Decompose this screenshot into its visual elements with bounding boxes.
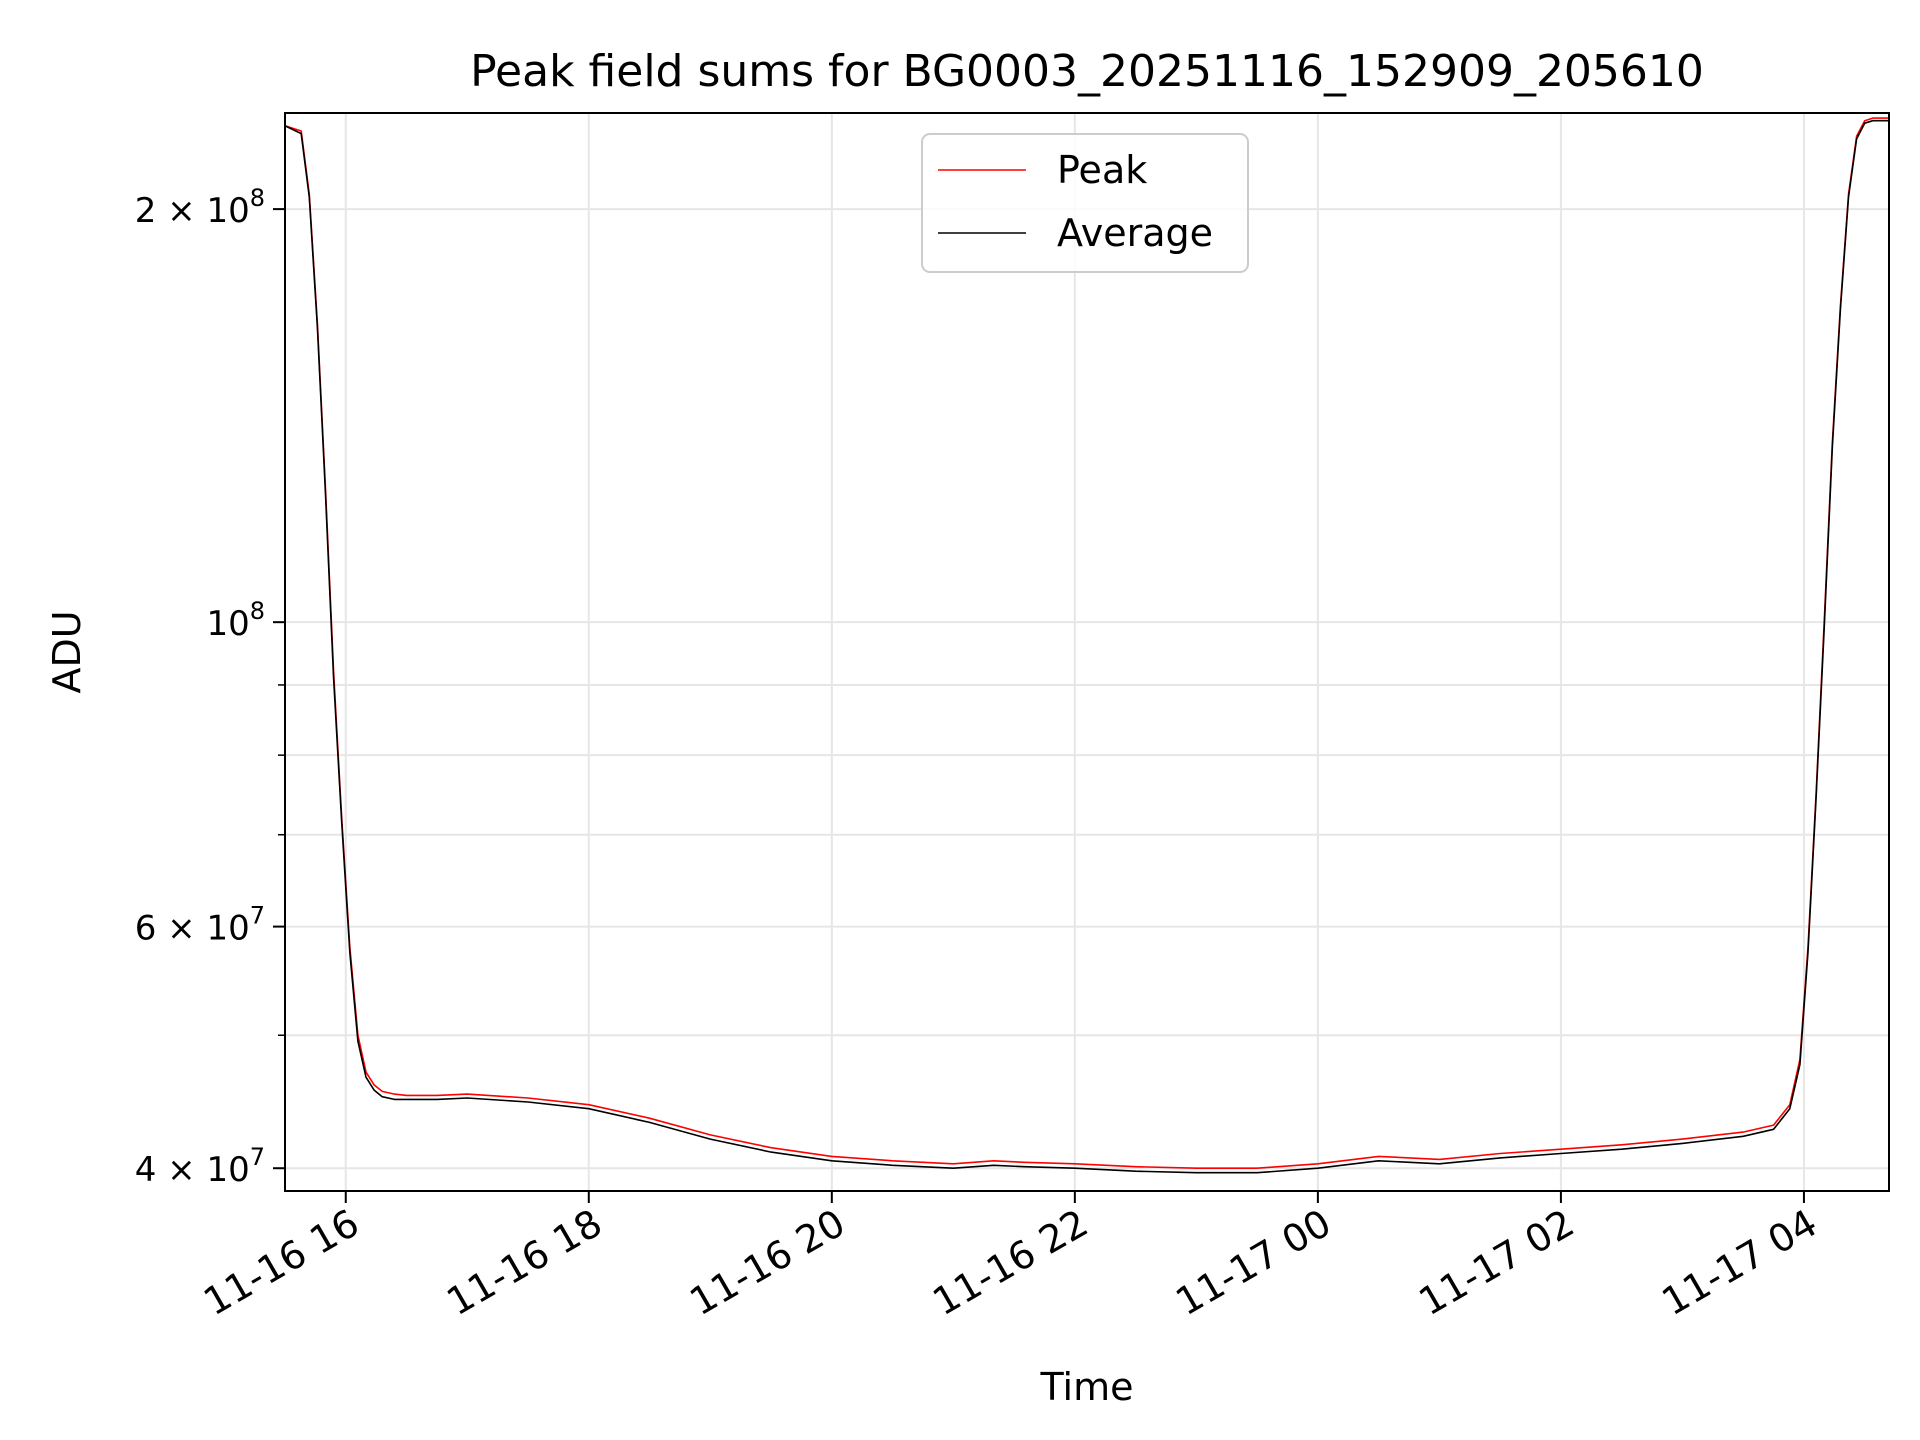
series-line-average <box>285 119 1889 1174</box>
y-axis-ticks: 4 × 107 6 × 107 108 2 × 108 <box>135 184 285 1190</box>
legend-label-peak: Peak <box>1057 148 1147 192</box>
y-tick-label: 6 × 107 <box>135 902 265 949</box>
y-tick-label: 2 × 108 <box>135 184 265 231</box>
plot-frame <box>284 112 1890 1192</box>
legend-label-average: Average <box>1057 211 1213 255</box>
y-axis-label: ADU <box>45 610 89 693</box>
x-axis-label: Time <box>1040 1365 1134 1409</box>
y-tick-label: 108 <box>206 597 265 644</box>
legend: Peak Average <box>921 133 1249 273</box>
legend-box <box>921 133 1249 273</box>
series-lines <box>285 117 1889 1174</box>
y-tick-label: 4 × 107 <box>135 1143 265 1190</box>
chart-title: Peak field sums for BG0003_20251116_1529… <box>470 46 1704 97</box>
